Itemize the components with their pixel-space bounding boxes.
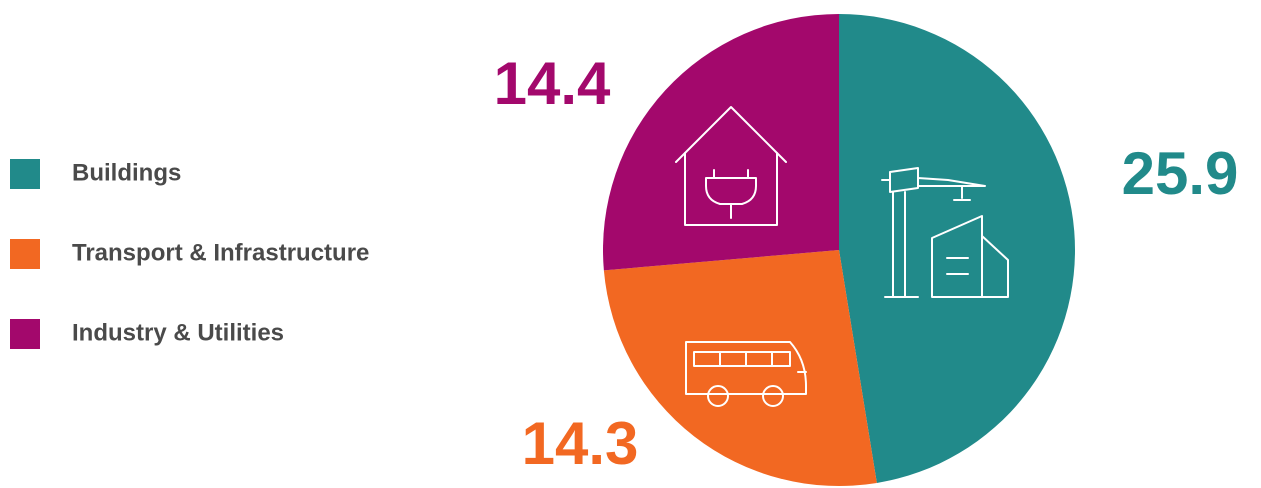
- legend-label: Buildings: [72, 159, 181, 186]
- value-label: 25.9: [1122, 140, 1239, 207]
- legend-label: Transport & Infrastructure: [72, 239, 369, 266]
- pie-slice: [603, 14, 839, 271]
- pie: [603, 14, 1075, 486]
- pie-slice: [839, 14, 1075, 483]
- icons: [675, 106, 1009, 407]
- legend: Buildings Transport & Infrastructure Indus…: [10, 159, 369, 349]
- legend-swatch: [10, 159, 40, 189]
- house-icon: [675, 106, 787, 226]
- legend-swatch: [10, 239, 40, 269]
- value-label: 14.4: [494, 50, 611, 117]
- bus-icon: [685, 341, 807, 407]
- pie-slice: [603, 250, 877, 486]
- legend-label: Industry & Utilities: [72, 319, 284, 346]
- crane-icon: [881, 167, 1009, 298]
- value-label: 14.3: [522, 410, 639, 477]
- legend-swatch: [10, 319, 40, 349]
